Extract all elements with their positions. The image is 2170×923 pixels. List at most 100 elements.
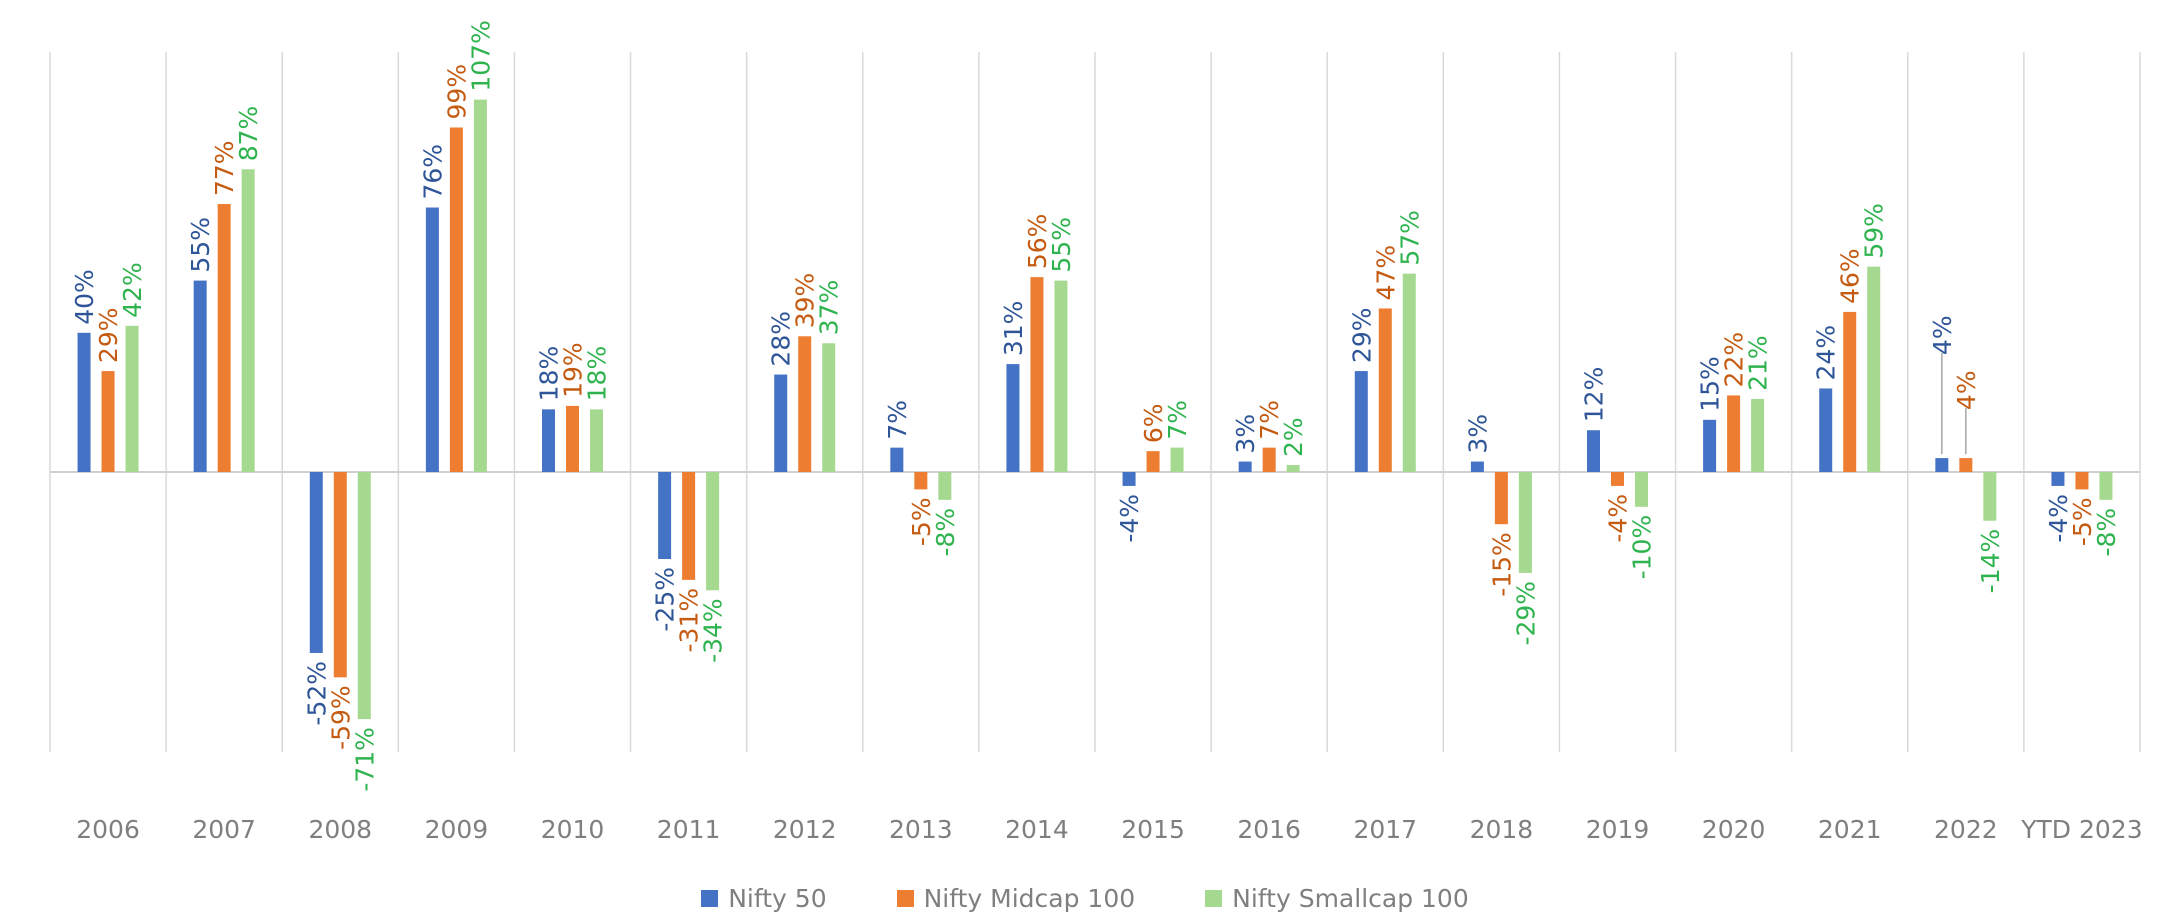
- data-label: -4%: [1604, 494, 1633, 543]
- bar-nifty-50-2013: [890, 447, 904, 472]
- data-label: -15%: [1487, 532, 1516, 597]
- data-label: 19%: [559, 342, 588, 398]
- legend-swatch: [1205, 889, 1223, 907]
- data-label: 3%: [1463, 414, 1492, 454]
- bar-nifty-50-2014: [1006, 364, 1020, 472]
- data-label: 3%: [1231, 414, 1260, 454]
- data-label: 77%: [210, 140, 239, 196]
- x-tick-label: 2009: [425, 815, 489, 844]
- bar-nifty-50-2010: [542, 409, 555, 472]
- bar-nifty-smallcap-100-2006: [125, 325, 139, 472]
- bar-nifty-50-ytd-2023: [2051, 472, 2065, 486]
- data-label: 6%: [1139, 403, 1168, 443]
- bar-nifty-50-2017: [1354, 371, 1368, 472]
- x-tick-label: 2012: [773, 815, 837, 844]
- data-label: 55%: [186, 217, 215, 273]
- data-label: 29%: [1347, 308, 1376, 364]
- data-label: 57%: [1395, 210, 1424, 266]
- bar-nifty-smallcap-100-2008: [357, 472, 371, 720]
- data-label: 7%: [1255, 400, 1284, 440]
- data-label: 28%: [767, 311, 796, 367]
- x-tick-label: 2013: [889, 815, 953, 844]
- bar-nifty-smallcap-100-2022: [1983, 472, 1997, 521]
- data-label: -14%: [1976, 529, 2005, 594]
- data-label: -4%: [2044, 494, 2073, 543]
- x-tick-label: 2016: [1237, 815, 1301, 844]
- data-label: 7%: [1163, 400, 1192, 440]
- data-label: -5%: [907, 497, 936, 546]
- bar-nifty-midcap-100-2015: [1146, 451, 1160, 472]
- x-tick-label: 2010: [541, 815, 605, 844]
- legend-item-nifty-smallcap-100: Nifty Smallcap 100: [1205, 878, 1469, 918]
- bar-nifty-50-2019: [1587, 430, 1600, 472]
- x-tick-label: YTD 2023: [2020, 815, 2142, 844]
- bar-nifty-50-2011: [658, 472, 672, 559]
- bar-nifty-midcap-100-2021: [1843, 311, 1857, 472]
- bar-nifty-smallcap-100-2017: [1402, 273, 1416, 472]
- bar-nifty-midcap-100-2007: [217, 204, 231, 473]
- bar-nifty-midcap-100-2013: [914, 472, 928, 490]
- bar-nifty-midcap-100-2020: [1727, 395, 1741, 472]
- x-tick-label: 2017: [1353, 815, 1417, 844]
- bar-nifty-smallcap-100-2010: [590, 409, 603, 472]
- data-label: -52%: [302, 661, 331, 726]
- x-tick-label: 2011: [657, 815, 721, 844]
- data-label: 24%: [1812, 325, 1841, 381]
- legend: Nifty 50 Nifty Midcap 100 Nifty Smallcap…: [0, 878, 2170, 918]
- bar-nifty-midcap-100-2014: [1030, 277, 1044, 472]
- data-label: -5%: [2068, 497, 2097, 546]
- data-label: 7%: [883, 400, 912, 440]
- data-label: 47%: [1371, 245, 1400, 301]
- legend-swatch: [896, 889, 914, 907]
- bar-nifty-50-2012: [774, 374, 788, 472]
- x-axis-tick-labels: 2006 2007 2008 2009 2010 2011 2012 2013 2014 2015…: [76, 815, 2142, 844]
- data-label: 46%: [1836, 248, 1865, 304]
- data-labels: 40%29%42%55%77%87%-52%-59%-71%76%99%107%…: [70, 20, 2121, 792]
- x-tick-label: 2020: [1702, 815, 1766, 844]
- legend-swatch: [701, 889, 719, 907]
- bar-nifty-smallcap-100-2009: [473, 99, 487, 472]
- bar-nifty-50-2007: [193, 280, 207, 472]
- data-label: -31%: [675, 588, 704, 653]
- data-label: 42%: [118, 262, 147, 318]
- bar-nifty-smallcap-100-2020: [1751, 398, 1765, 472]
- bar-nifty-smallcap-100-2012: [822, 343, 836, 472]
- bar-nifty-50-2015: [1122, 472, 1136, 486]
- bar-nifty-50-2020: [1703, 419, 1717, 472]
- legend-item-nifty-midcap-100: Nifty Midcap 100: [896, 878, 1136, 918]
- leader-lines: [1941, 353, 1967, 455]
- data-label: 59%: [1860, 203, 1889, 259]
- data-label: -8%: [2092, 508, 2121, 557]
- x-tick-label: 2007: [192, 815, 256, 844]
- bar-nifty-50-2016: [1238, 461, 1252, 472]
- bar-nifty-midcap-100-2012: [798, 336, 812, 472]
- bar-nifty-smallcap-100-2021: [1867, 266, 1881, 472]
- data-label: 21%: [1744, 335, 1773, 391]
- data-label: -71%: [350, 727, 379, 792]
- bar-nifty-50-2006: [77, 332, 91, 472]
- bar-nifty-midcap-100-2016: [1262, 447, 1276, 472]
- bar-nifty-50-2008: [309, 472, 323, 653]
- data-label: -34%: [699, 598, 728, 663]
- data-label: -8%: [931, 508, 960, 557]
- x-tick-label: 2006: [76, 815, 140, 844]
- data-label: 12%: [1580, 367, 1609, 423]
- x-tick-label: 2008: [308, 815, 372, 844]
- bar-nifty-smallcap-100-2015: [1170, 447, 1184, 472]
- x-tick-label: 2022: [1934, 815, 1998, 844]
- data-label: 31%: [999, 301, 1028, 357]
- data-label: 22%: [1720, 332, 1749, 388]
- bar-nifty-smallcap-100-2013: [938, 472, 952, 500]
- legend-label: Nifty 50: [728, 883, 827, 913]
- bar-nifty-50-2021: [1819, 388, 1833, 472]
- bar-nifty-midcap-100-2022: [1959, 458, 1973, 472]
- data-label: 56%: [1023, 214, 1052, 270]
- bar-nifty-midcap-100-2018: [1494, 472, 1508, 525]
- data-label: 107%: [466, 20, 495, 91]
- bar-nifty-smallcap-100-2018: [1518, 472, 1532, 573]
- bar-nifty-midcap-100-2009: [449, 127, 463, 472]
- legend-label: Nifty Midcap 100: [923, 883, 1136, 913]
- bar-nifty-midcap-100-2008: [333, 472, 347, 678]
- bar-nifty-smallcap-100-2011: [706, 472, 720, 591]
